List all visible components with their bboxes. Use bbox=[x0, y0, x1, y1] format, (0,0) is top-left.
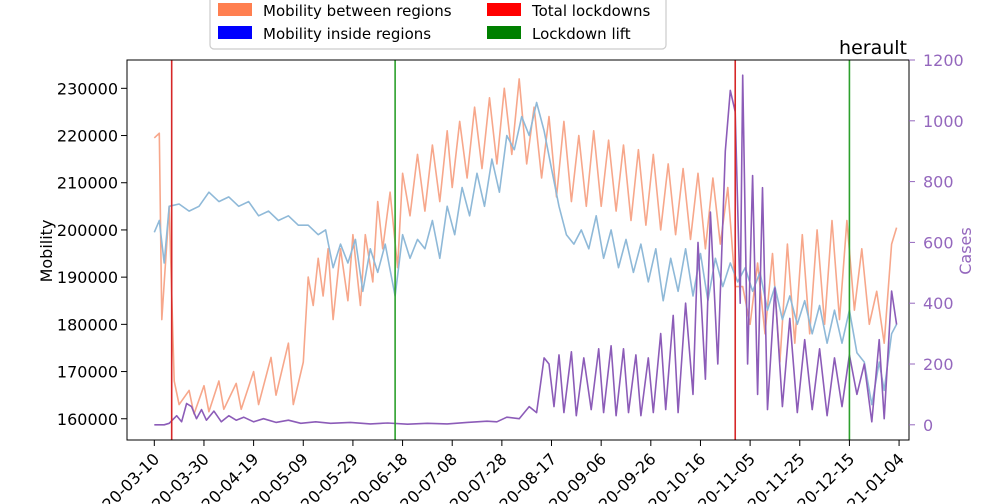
right-tick-label-0: 0 bbox=[923, 416, 933, 435]
right-tick-label-3: 600 bbox=[923, 233, 954, 252]
left-tick-label-5: 210000 bbox=[57, 174, 118, 193]
legend-entry-0: Mobility between regions bbox=[218, 2, 452, 20]
legend-label-2: Mobility inside regions bbox=[263, 25, 431, 43]
left-tick-label-4: 200000 bbox=[57, 221, 118, 240]
legend-frame bbox=[209, 0, 667, 50]
legend-swatch-0 bbox=[218, 3, 252, 16]
left-y-axis: 160000 170000 180000 190000 200000 210000 2200… bbox=[57, 79, 127, 429]
right-tick-label-6: 1200 bbox=[923, 51, 964, 70]
legend-swatch-2 bbox=[218, 26, 252, 39]
x-tick-label-0: 2020-03-10 bbox=[84, 449, 163, 504]
legend-label-1: Total lockdowns bbox=[531, 2, 651, 20]
x-axis: 2020-03-102020-03-302020-04-192020-05-09… bbox=[84, 440, 908, 504]
right-y-axis: 0 200 400 600 800 1000 1200 bbox=[909, 51, 964, 435]
series-line-inside bbox=[153, 101, 898, 406]
left-axis-label: Mobility bbox=[37, 220, 56, 283]
left-tick-label-6: 220000 bbox=[57, 127, 118, 146]
series-line-cases bbox=[154, 74, 898, 426]
right-tick-label-1: 200 bbox=[923, 355, 954, 374]
left-tick-label-0: 160000 bbox=[57, 410, 118, 429]
legend-entry-2: Mobility inside regions bbox=[218, 25, 431, 43]
right-tick-label-2: 400 bbox=[923, 294, 954, 313]
vline-layer bbox=[170, 60, 851, 440]
legend: Mobility between regions Total lockdowns… bbox=[209, 0, 667, 50]
left-tick-label-1: 170000 bbox=[57, 363, 118, 382]
right-tick-label-5: 1000 bbox=[923, 112, 964, 131]
series-layer bbox=[153, 74, 898, 426]
legend-swatch-3 bbox=[487, 26, 521, 39]
right-tick-label-4: 800 bbox=[923, 173, 954, 192]
chart-title: herault bbox=[839, 37, 907, 59]
plot-frame bbox=[126, 59, 910, 441]
legend-entry-3: Lockdown lift bbox=[487, 25, 631, 43]
right-axis-label: Cases bbox=[956, 227, 975, 275]
left-tick-label-2: 180000 bbox=[57, 315, 118, 334]
legend-label-3: Lockdown lift bbox=[532, 25, 631, 43]
series-line-between bbox=[153, 78, 898, 415]
legend-swatch-1 bbox=[487, 3, 521, 16]
left-tick-label-3: 190000 bbox=[57, 268, 118, 287]
legend-label-0: Mobility between regions bbox=[263, 2, 452, 20]
legend-entry-1: Total lockdowns bbox=[487, 2, 651, 20]
left-tick-label-7: 230000 bbox=[57, 79, 118, 98]
